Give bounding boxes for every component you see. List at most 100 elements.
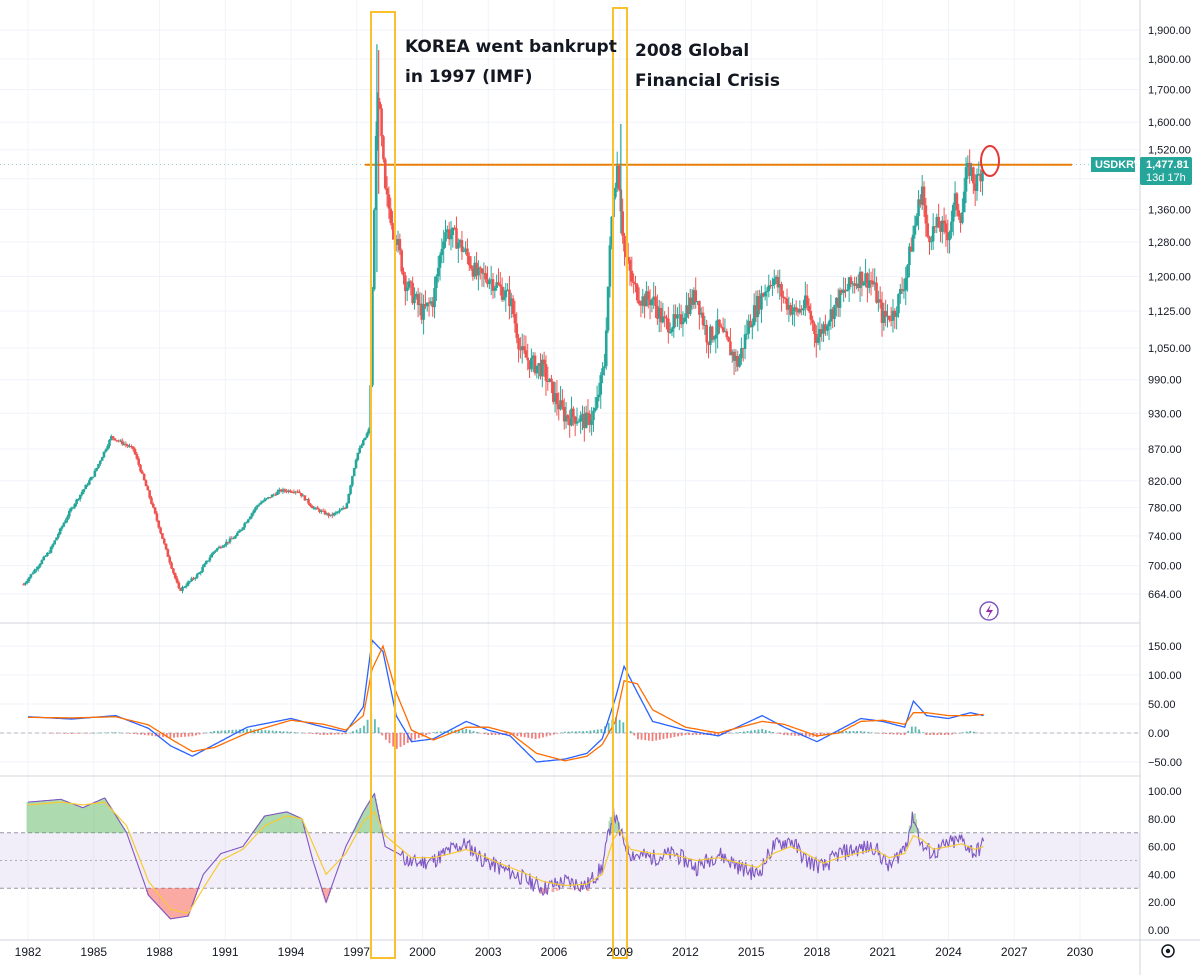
macd-histogram-bar: [414, 733, 416, 740]
macd-histogram-bar: [538, 733, 541, 739]
candle-body: [811, 319, 814, 324]
candle-body: [157, 520, 161, 528]
candle-body: [438, 255, 442, 268]
candle-body: [752, 305, 756, 325]
candle-body: [911, 234, 915, 252]
macd-histogram-bar: [969, 730, 972, 733]
candle-body: [829, 309, 833, 322]
macd-histogram-bar: [534, 733, 537, 739]
macd-histogram-bar: [111, 732, 113, 733]
candle-body: [338, 510, 341, 512]
candle-body: [362, 440, 365, 446]
candle-body: [402, 271, 405, 276]
macd-histogram-bar: [264, 730, 267, 733]
candle-body: [453, 227, 456, 229]
macd-histogram-bar: [465, 728, 468, 733]
candle-body: [964, 167, 968, 192]
annotation-korea-line1: KOREA went bankrupt: [405, 37, 617, 57]
candle-body: [206, 560, 210, 562]
price-tick-label: 1,200.00: [1148, 272, 1191, 284]
candle-body: [844, 289, 847, 292]
macd-histogram-bar: [52, 733, 55, 734]
candle-body: [86, 484, 89, 486]
candle-body: [760, 293, 763, 310]
candle-body: [772, 278, 776, 285]
settings-icon[interactable]: [1161, 944, 1175, 958]
candle-body: [597, 394, 601, 398]
candle-body: [705, 325, 708, 343]
signal-line: [27, 644, 984, 762]
macd-histogram-bar: [81, 733, 84, 734]
macd-histogram-bar: [527, 733, 530, 738]
macd-histogram-bar: [388, 733, 391, 744]
candle-body: [898, 289, 902, 295]
candle-body: [922, 186, 926, 206]
macd-histogram-bar: [512, 733, 515, 736]
candle-body: [707, 342, 710, 345]
candle-body: [849, 277, 853, 284]
candle-body: [564, 415, 568, 422]
macd-histogram-bar: [859, 730, 862, 733]
candle-body: [442, 241, 445, 249]
candle-body: [166, 549, 170, 557]
macd-histogram-bar: [352, 731, 354, 733]
candle-body: [972, 167, 975, 184]
macd-histogram-bar: [290, 731, 292, 733]
candle-body: [635, 284, 639, 301]
candle-body: [793, 307, 796, 312]
candle-body: [900, 289, 904, 291]
macd-histogram-bar: [158, 733, 161, 737]
rsi-tick-label: 80.00: [1148, 814, 1176, 826]
candle-body: [897, 294, 900, 314]
price-tick-label: 870.00: [1148, 444, 1182, 456]
macd-histogram-bar: [279, 731, 281, 733]
macd-histogram-bar: [458, 729, 460, 733]
candle-body: [456, 242, 460, 249]
price-tick-label: 700.00: [1148, 561, 1182, 573]
macd-histogram-bar: [191, 733, 194, 737]
candle-body: [906, 265, 909, 278]
candle-body: [743, 334, 747, 349]
candle-body: [473, 262, 477, 277]
candle-body: [111, 436, 115, 439]
macd-histogram-bar: [520, 733, 522, 737]
candle-body: [820, 329, 824, 334]
candle-body: [880, 302, 884, 323]
candle-body: [323, 510, 327, 515]
candle-body: [444, 232, 447, 242]
candle-body: [80, 491, 84, 495]
macd-histogram-bar: [699, 733, 701, 736]
candle-body: [931, 226, 935, 242]
candle-body: [809, 311, 813, 320]
candle-body: [568, 418, 572, 426]
candle-body: [957, 210, 961, 217]
macd-histogram-bar: [257, 729, 259, 733]
macd-histogram-bar: [395, 733, 398, 749]
candle-body: [329, 514, 332, 516]
macd-histogram-bar: [374, 719, 376, 733]
candle-body: [372, 209, 376, 290]
x-tick-label: 1982: [15, 945, 42, 959]
macd-histogram-bar: [633, 733, 636, 736]
candle-body: [449, 234, 453, 240]
macd-histogram-bar: [903, 733, 906, 736]
candle-body: [195, 574, 199, 578]
candle-body: [509, 298, 513, 307]
candle-body: [139, 464, 142, 472]
macd-histogram-bar: [837, 730, 840, 733]
candle-body: [108, 439, 111, 447]
candle-body: [842, 289, 845, 293]
alert-icon[interactable]: [979, 601, 999, 621]
macd-histogram-bar: [162, 733, 164, 738]
candle-body: [226, 541, 230, 543]
candle-body: [60, 526, 64, 529]
macd-histogram-bar: [607, 722, 610, 733]
macd-histogram-bar: [103, 732, 106, 734]
macd-histogram-bar: [366, 719, 369, 733]
macd-histogram-bar: [567, 731, 570, 733]
candle-body: [190, 578, 193, 582]
candle-body: [385, 188, 389, 195]
candle-body: [148, 490, 151, 498]
candle-body: [970, 167, 973, 176]
